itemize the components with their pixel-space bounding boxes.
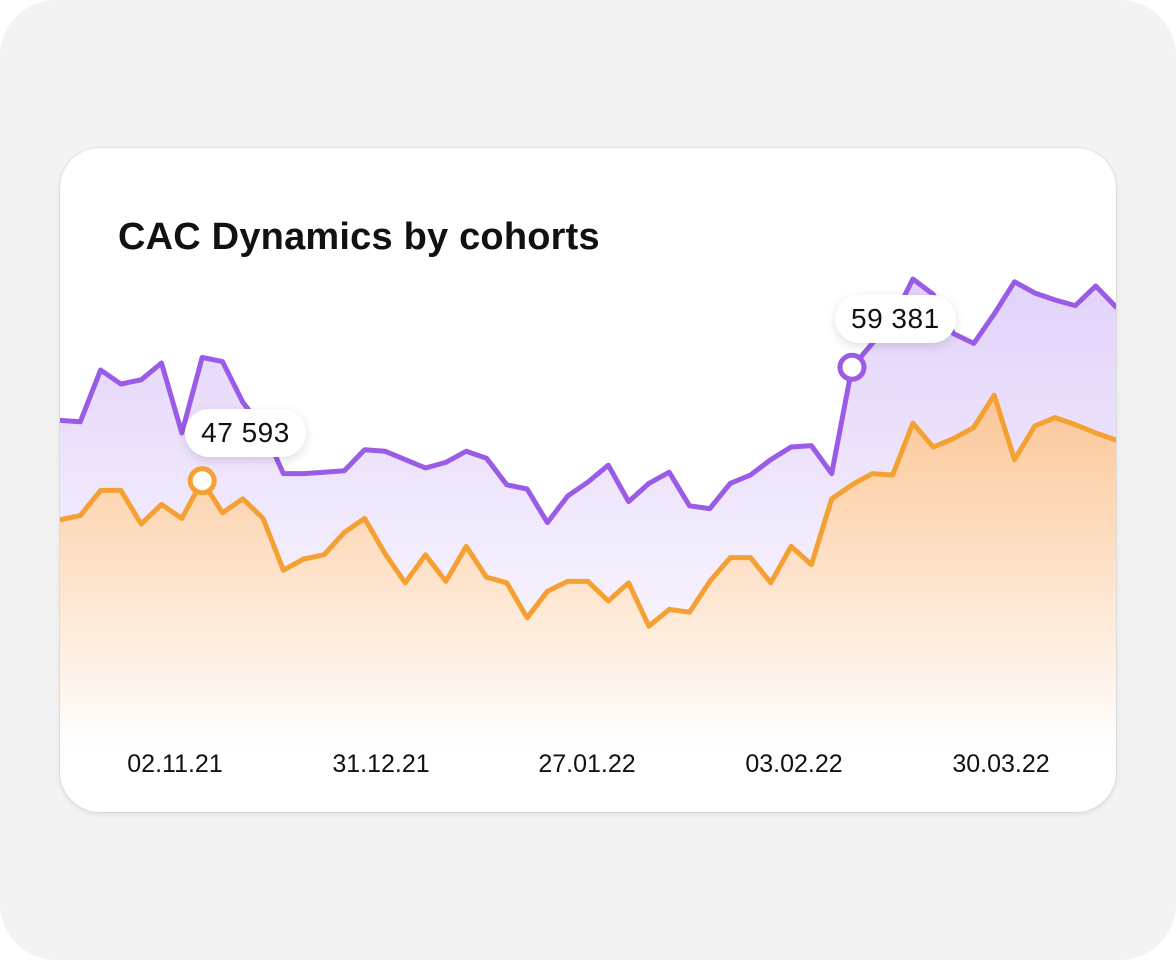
cac-area-chart: 02.11.21 31.12.21 27.01.22 03.02.22 30.03.22 xyxy=(60,276,1116,778)
highlight-point[interactable] xyxy=(187,466,217,496)
series-1-line xyxy=(60,392,1116,629)
highlight-point[interactable] xyxy=(837,352,867,382)
series-1-area xyxy=(60,395,1116,752)
chart-card: CAC Dynamics by cohorts 02.11.21 31.12.21… xyxy=(60,148,1116,812)
x-tick-label: 03.02.22 xyxy=(745,750,842,778)
x-tick-label: 02.11.21 xyxy=(127,750,222,778)
chart-title: CAC Dynamics by cohorts xyxy=(118,216,600,258)
x-tick-label: 30.03.22 xyxy=(952,750,1049,778)
x-tick-label: 27.01.22 xyxy=(538,750,635,778)
value-callout: 47 593 xyxy=(185,408,306,457)
value-callout: 59 381 xyxy=(835,295,956,344)
x-tick-label: 31.12.21 xyxy=(332,750,429,778)
